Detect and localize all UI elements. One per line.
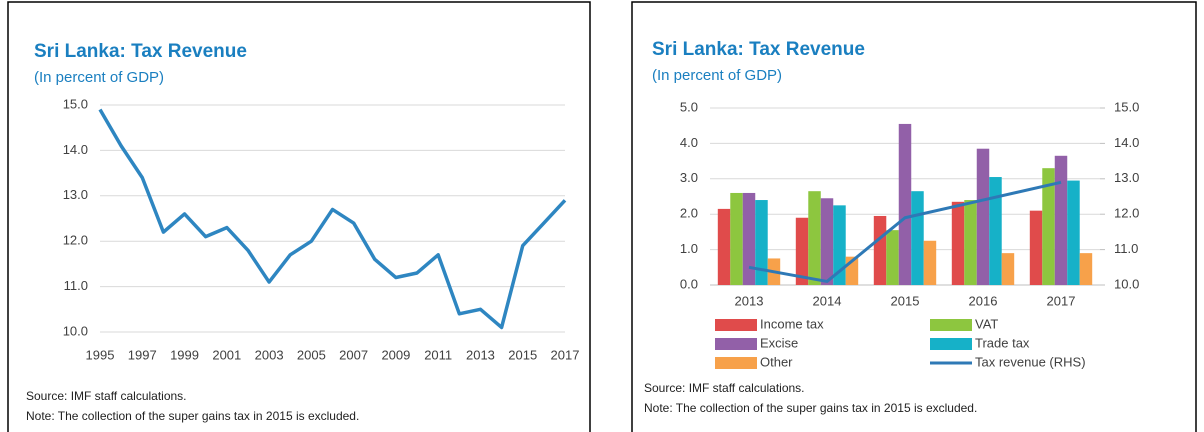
y2-tick-label: 11.0 (1114, 241, 1138, 256)
legend-label: Tax revenue (RHS) (975, 354, 1086, 369)
legend-label: Trade tax (975, 335, 1030, 350)
legend-label: VAT (975, 316, 998, 331)
x-tick-label: 2014 (813, 293, 842, 308)
legend-label: Other (760, 354, 793, 369)
x-tick-label: 1999 (170, 347, 199, 362)
source: Source: IMF staff calculations. (644, 381, 805, 395)
bar (951, 201, 965, 285)
y-tick-label: 12.0 (63, 233, 88, 248)
bar (873, 215, 887, 285)
note: Note: The collection of the super gains … (26, 409, 359, 423)
bar (911, 191, 924, 285)
legend-swatch (715, 357, 757, 369)
legend-swatch (930, 319, 972, 331)
legend-swatch (930, 338, 972, 350)
bar (976, 148, 990, 285)
y2-tick-label: 15.0 (1114, 99, 1139, 114)
y2-tick-label: 12.0 (1114, 206, 1139, 221)
x-tick-label: 2017 (551, 347, 580, 362)
bar (717, 208, 731, 285)
legend-label: Excise (760, 335, 798, 350)
source: Source: IMF staff calculations. (26, 389, 187, 403)
x-tick-label: 2009 (381, 347, 410, 362)
panel-left (7, 1, 591, 432)
chart-subtitle: (In percent of GDP) (652, 67, 782, 84)
y-tick-label: 1.0 (680, 241, 698, 256)
bar (742, 192, 756, 285)
bar (795, 217, 809, 285)
y-tick-label: 13.0 (63, 187, 88, 202)
x-tick-label: 2017 (1047, 293, 1076, 308)
legend-swatch (715, 338, 757, 350)
bar (1067, 180, 1080, 285)
bar (808, 191, 821, 285)
x-tick-label: 2015 (891, 293, 920, 308)
y-tick-label: 2.0 (680, 206, 698, 221)
x-tick-label: 2003 (255, 347, 284, 362)
y-tick-label: 3.0 (680, 170, 698, 185)
x-tick-label: 2015 (508, 347, 537, 362)
legend-swatch (715, 319, 757, 331)
bar (964, 200, 977, 285)
bar (1079, 253, 1093, 285)
panel-right (631, 1, 1197, 432)
bar (989, 177, 1002, 285)
x-tick-label: 1995 (86, 347, 115, 362)
x-tick-label: 2001 (212, 347, 241, 362)
x-tick-label: 2013 (466, 347, 495, 362)
y-tick-label: 4.0 (680, 135, 698, 150)
bar (923, 240, 937, 285)
line (748, 180, 1062, 283)
x-tick-label: 1997 (128, 347, 157, 362)
x-tick-label: 2011 (424, 347, 452, 362)
legend-label: Income tax (760, 316, 824, 331)
note: Note: The collection of the super gains … (644, 401, 977, 415)
y-tick-label: 0.0 (680, 276, 698, 291)
y-tick-label: 15.0 (63, 96, 88, 111)
y2-tick-label: 14.0 (1114, 135, 1139, 150)
chart-title: Sri Lanka: Tax Revenue (34, 41, 247, 62)
x-tick-label: 2005 (297, 347, 326, 362)
x-tick-label: 2016 (969, 293, 998, 308)
y-tick-label: 11.0 (64, 278, 88, 293)
bar (833, 205, 846, 285)
bar (1042, 168, 1055, 285)
bar (1001, 253, 1015, 285)
x-tick-label: 2013 (735, 293, 764, 308)
y2-tick-label: 10.0 (1114, 276, 1139, 291)
bar (1029, 210, 1043, 285)
x-tick-label: 2007 (339, 347, 368, 362)
bar (820, 198, 834, 285)
bar (1054, 155, 1068, 285)
bar (886, 230, 899, 285)
chart-subtitle: (In percent of GDP) (34, 69, 164, 86)
bar (730, 192, 743, 285)
chart-title: Sri Lanka: Tax Revenue (652, 39, 865, 60)
y-tick-label: 14.0 (63, 142, 88, 157)
y-tick-label: 10.0 (63, 323, 88, 338)
line (98, 108, 567, 330)
y-tick-label: 5.0 (680, 99, 698, 114)
bar (898, 123, 912, 286)
y2-tick-label: 13.0 (1114, 170, 1139, 185)
bar (755, 200, 768, 285)
